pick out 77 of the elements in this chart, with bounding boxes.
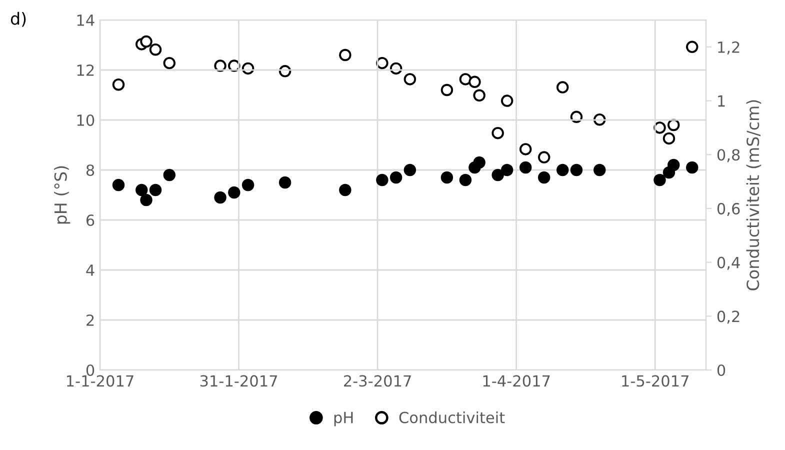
point: [390, 171, 402, 184]
point: [242, 178, 254, 192]
point: [468, 76, 481, 88]
point: [519, 143, 532, 156]
y2-tick-label: 1: [718, 95, 725, 107]
y-tick-label: 2: [86, 314, 94, 326]
point: [228, 186, 240, 199]
point: [339, 184, 352, 196]
point: [459, 174, 472, 186]
y-tick-label: 0: [86, 364, 94, 376]
point: [112, 78, 125, 91]
point: [404, 164, 416, 176]
y2-tick-label: 0,2: [717, 310, 740, 324]
point: [593, 113, 606, 126]
y-tick-label: 10: [77, 114, 94, 126]
y-axis-title: pH (°S): [54, 166, 70, 224]
point: [278, 65, 292, 78]
point: [500, 94, 514, 107]
x-tick-label: 31-1-2017: [200, 375, 278, 387]
point: [519, 161, 532, 174]
point: [404, 73, 416, 86]
legend-label: pH: [334, 412, 353, 426]
point: [242, 62, 254, 75]
y2-tick-label: 1,2: [718, 41, 740, 55]
x-tick-label: 1-4-2017: [483, 375, 550, 387]
point: [149, 184, 162, 196]
y-tick-label: 6: [86, 214, 94, 226]
y2-tick-label: 0: [717, 364, 726, 376]
point: [140, 35, 152, 48]
point: [538, 151, 550, 164]
point: [654, 174, 666, 186]
point: [492, 126, 504, 140]
point: [570, 164, 583, 176]
point: [339, 48, 352, 62]
point: [662, 132, 676, 145]
point: [376, 174, 388, 186]
point: [214, 60, 226, 72]
point: [136, 184, 148, 196]
y2-tick-label: 0,8: [717, 149, 740, 162]
point: [149, 43, 162, 56]
point: [163, 56, 176, 70]
point: [686, 40, 698, 54]
point: [278, 176, 292, 189]
point: [440, 171, 454, 184]
y-tick-label: 14: [77, 14, 94, 26]
chart-title: d): [10, 12, 26, 27]
point: [112, 178, 125, 192]
y2-tick-label: 0,6: [717, 202, 740, 216]
point: [473, 156, 486, 169]
x-tick-label: 2-3-2017: [344, 375, 411, 387]
y-tick-label: 8: [86, 164, 94, 176]
point: [459, 73, 472, 86]
point: [654, 122, 666, 134]
point: [667, 118, 680, 132]
point: [556, 164, 569, 176]
point: [667, 158, 680, 172]
point: [214, 191, 226, 204]
point: [538, 171, 550, 184]
y-tick-label: 4: [86, 264, 94, 276]
point: [500, 164, 514, 176]
point: [492, 168, 504, 182]
x-tick-label: 1-1-2017: [67, 375, 134, 387]
y-tick-label: 12: [77, 64, 94, 76]
point: [686, 161, 698, 174]
point: [376, 56, 388, 70]
y2-axis-title: Conductiviteit (mS/cm): [746, 100, 762, 290]
point: [440, 84, 454, 96]
y2-tick-label: 0,4: [717, 256, 740, 270]
point: [163, 168, 176, 182]
legend-label: Conductiviteit: [399, 411, 505, 424]
point: [473, 89, 486, 102]
point: [593, 164, 606, 176]
point: [140, 194, 152, 206]
x-tick-label: 1-5-2017: [622, 375, 688, 387]
point: [556, 81, 569, 94]
point: [390, 62, 402, 75]
point: [570, 110, 583, 124]
